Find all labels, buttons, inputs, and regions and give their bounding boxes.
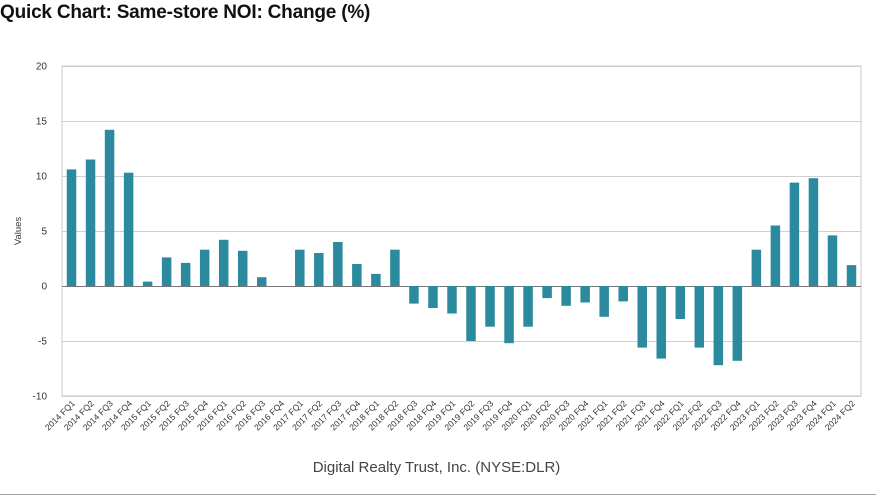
y-tick-labels: -10 -5 0 5 10 15 20 <box>33 62 48 403</box>
y-tick-label: 0 <box>41 282 47 293</box>
bar <box>314 253 324 286</box>
bar <box>104 129 115 286</box>
bar <box>675 286 686 319</box>
y-tick-label: 10 <box>36 172 48 183</box>
bar <box>789 182 800 286</box>
bar <box>66 169 77 286</box>
chart-title: Quick Chart: Same-store NOI: Change (%) <box>0 2 371 23</box>
bar <box>656 286 666 359</box>
bar <box>694 286 705 348</box>
bar <box>352 264 362 286</box>
bar <box>123 172 134 286</box>
bar <box>447 286 457 314</box>
y-tick-label: -10 <box>33 392 48 403</box>
y-axis-label: Values <box>13 217 24 246</box>
bar <box>770 225 781 286</box>
bar <box>561 286 571 306</box>
bar <box>580 286 590 303</box>
bar <box>237 250 248 286</box>
bar <box>295 249 305 286</box>
bar <box>827 235 838 286</box>
bottom-divider <box>0 494 876 495</box>
bar <box>732 286 743 361</box>
bar <box>333 242 343 286</box>
grid-lines <box>61 65 862 397</box>
bar <box>751 249 762 286</box>
bar <box>161 257 172 286</box>
bar <box>218 239 229 286</box>
bar <box>504 286 514 344</box>
bar <box>142 281 153 286</box>
bar <box>808 178 819 286</box>
bar <box>371 273 381 286</box>
bar <box>485 286 495 327</box>
bar <box>599 286 609 317</box>
bar <box>428 286 438 308</box>
bar <box>542 286 552 299</box>
bar <box>618 286 628 302</box>
bar <box>846 265 857 286</box>
y-tick-label: 20 <box>36 62 48 73</box>
bar <box>466 286 476 341</box>
x-axis-label: Digital Realty Trust, Inc. (NYSE:DLR) <box>313 459 561 476</box>
bar <box>257 277 267 286</box>
bar <box>85 159 96 286</box>
bar <box>180 262 191 286</box>
y-tick-label: 15 <box>36 117 48 128</box>
bar <box>409 286 419 304</box>
bar <box>637 286 647 348</box>
bar <box>199 249 210 286</box>
bar <box>523 286 533 327</box>
bars <box>66 129 857 366</box>
y-tick-label: 5 <box>41 227 47 238</box>
y-tick-label: -5 <box>38 337 47 348</box>
bar <box>713 286 724 366</box>
bar <box>390 249 400 286</box>
